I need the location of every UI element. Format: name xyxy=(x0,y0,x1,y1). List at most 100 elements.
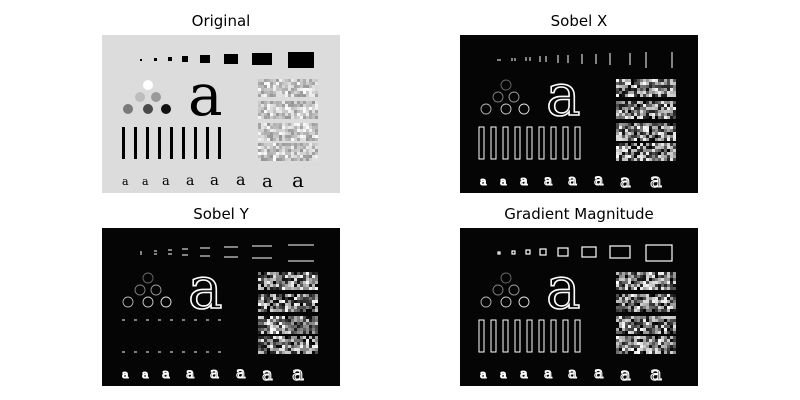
small-letter: a xyxy=(186,173,194,189)
vertical-bar-edge xyxy=(502,319,509,353)
small-letter: a xyxy=(236,170,246,189)
pattern-circle xyxy=(143,80,153,90)
vertical-bar xyxy=(146,127,149,159)
small-letter: a xyxy=(500,368,507,381)
vertical-bar xyxy=(218,127,221,159)
pattern-square-outline xyxy=(497,251,501,255)
vertical-bar-edge xyxy=(574,126,581,160)
noise-block xyxy=(258,316,318,334)
pattern-circle-edge xyxy=(480,296,492,308)
small-letter: a xyxy=(210,364,219,382)
small-letter: a xyxy=(650,361,662,385)
pattern-circle xyxy=(143,104,153,114)
noise-block xyxy=(258,336,318,354)
noise-block xyxy=(258,272,318,290)
pattern-square xyxy=(168,57,172,61)
small-letter: a xyxy=(186,366,194,382)
vertical-bar-edge xyxy=(490,319,497,353)
pattern-square-outline xyxy=(525,249,531,255)
vertical-bar xyxy=(122,127,125,159)
pattern-square-outline xyxy=(511,250,516,255)
small-letter: a xyxy=(292,361,304,385)
vertical-bar xyxy=(194,127,197,159)
noise-block xyxy=(616,272,676,290)
noise-block xyxy=(616,79,676,97)
pattern-circle-edge xyxy=(492,284,504,296)
small-letter: a xyxy=(594,363,604,382)
pattern-square xyxy=(224,54,238,64)
vertical-bar-edge xyxy=(478,126,485,160)
pattern-circle-edge xyxy=(142,272,154,284)
small-letter: a xyxy=(620,364,631,385)
vertical-bar-edge xyxy=(538,126,545,160)
noise-block xyxy=(616,336,676,354)
pattern-circle-edge xyxy=(150,284,162,296)
pattern-circle-edge xyxy=(134,284,146,296)
vertical-bar xyxy=(134,127,137,159)
small-letter: a xyxy=(142,175,149,188)
noise-block xyxy=(616,143,676,161)
large-letter: a xyxy=(188,61,223,129)
vertical-bar-edge xyxy=(574,319,581,353)
small-letter: a xyxy=(594,170,604,189)
pattern-circle-edge xyxy=(160,296,172,308)
vertical-bar-edge xyxy=(550,126,557,160)
small-letter: a xyxy=(262,171,273,192)
vertical-bar-edge xyxy=(502,126,509,160)
small-letter: a xyxy=(568,171,577,189)
small-letter: a xyxy=(480,175,487,188)
vertical-bar-edge xyxy=(514,319,521,353)
panel-title-original: Original xyxy=(191,12,251,30)
panel-title-sobel-y: Sobel Y xyxy=(193,205,249,223)
small-letter: a xyxy=(162,367,170,382)
pattern-circle-edge xyxy=(518,103,530,115)
vertical-bar xyxy=(206,127,209,159)
vertical-bar-edge xyxy=(490,126,497,160)
pattern-square-outline xyxy=(609,245,631,259)
noise-block xyxy=(616,294,676,312)
noise-block xyxy=(258,79,318,97)
vertical-bar xyxy=(158,127,161,159)
small-letter: a xyxy=(620,171,631,192)
pattern-circle xyxy=(161,104,171,114)
pattern-square-outline xyxy=(645,244,673,262)
pattern-circle-edge xyxy=(508,91,520,103)
small-letter: a xyxy=(500,175,507,188)
small-letter: a xyxy=(520,174,528,189)
pattern-circle-edge xyxy=(492,91,504,103)
noise-block xyxy=(258,123,318,141)
pattern-circle xyxy=(151,92,161,102)
small-letter: a xyxy=(480,368,487,381)
pattern-circle-edge xyxy=(500,296,512,308)
vertical-bar-edge xyxy=(562,319,569,353)
vertical-bar xyxy=(182,127,185,159)
vertical-bar-edge xyxy=(538,319,545,353)
noise-block xyxy=(258,101,318,119)
small-letter: a xyxy=(650,168,662,192)
pattern-circle-edge xyxy=(518,296,530,308)
pattern-square-outline xyxy=(539,248,547,256)
pattern-square xyxy=(140,59,142,61)
pattern-square-outline xyxy=(581,246,597,258)
small-letter: a xyxy=(568,364,577,382)
small-letter: a xyxy=(544,173,552,189)
vertical-bar-edge xyxy=(478,319,485,353)
vertical-bar-edge xyxy=(562,126,569,160)
pattern-circle-edge xyxy=(142,296,154,308)
pattern-square xyxy=(200,55,210,63)
noise-block xyxy=(616,316,676,334)
small-letter: a xyxy=(292,168,304,192)
small-letter: a xyxy=(142,368,149,381)
pattern-circle xyxy=(123,104,133,114)
pattern-circle xyxy=(135,92,145,102)
large-letter: a xyxy=(546,254,581,322)
pattern-square xyxy=(182,56,188,62)
pattern-circle-edge xyxy=(500,79,512,91)
large-letter: a xyxy=(188,254,223,322)
small-letter: a xyxy=(544,366,552,382)
pattern-circle-edge xyxy=(500,272,512,284)
